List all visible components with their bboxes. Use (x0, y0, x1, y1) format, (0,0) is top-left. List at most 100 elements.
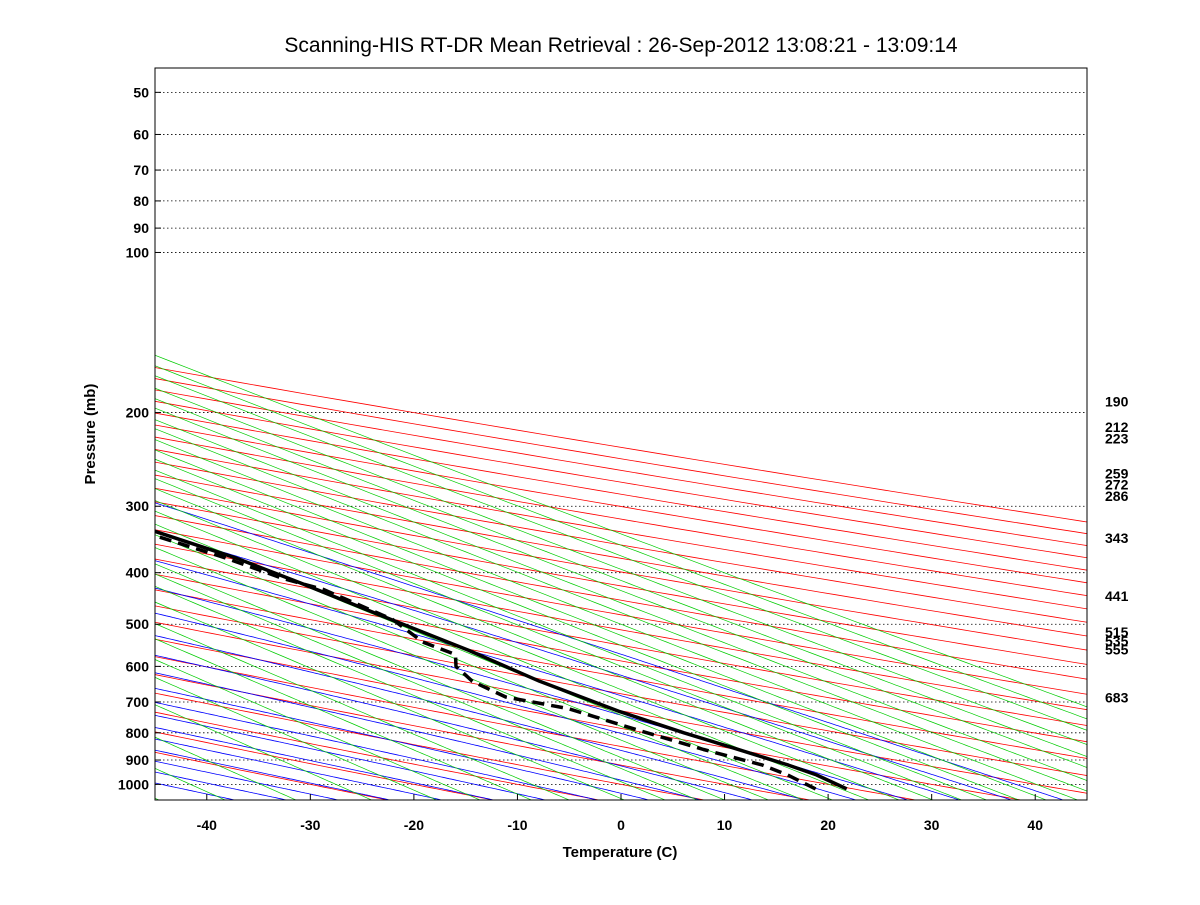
dewpoint-profile (155, 533, 817, 791)
y-tick-label: 1000 (118, 776, 149, 792)
mixing-ratio-line (155, 428, 1087, 792)
mixing-ratio-line (155, 523, 833, 800)
moist-adiabat (155, 749, 391, 800)
x-tick-label: 20 (820, 817, 836, 833)
y-tick-label: 300 (126, 498, 150, 514)
y-tick-label: 100 (126, 244, 150, 260)
y-tick-label: 400 (126, 565, 150, 581)
y-tick-label: 500 (126, 616, 150, 632)
x-axis-label: Temperature (C) (563, 844, 678, 861)
y-tick-label: 700 (126, 694, 150, 710)
x-tick-label: -40 (197, 817, 217, 833)
y-tick-label: 70 (133, 162, 149, 178)
dry-adiabat (155, 751, 388, 800)
mixing-ratio-line (155, 398, 1087, 757)
moist-adiabat (155, 714, 546, 800)
right-label: 535 (1105, 633, 1129, 649)
right-label: 212 (1105, 419, 1129, 435)
dry-adiabat (155, 731, 494, 800)
mixing-ratio-line (155, 387, 1087, 746)
mixing-ratio-line (155, 704, 372, 800)
dry-adiabat (155, 400, 1087, 559)
dry-adiabat (155, 389, 1087, 546)
mixing-ratio-line (155, 547, 769, 800)
mixing-ratio-line (155, 659, 481, 800)
moist-adiabat (155, 531, 1012, 800)
chart-title: Scanning-HIS RT-DR Mean Retrieval : 26-S… (284, 34, 957, 57)
mixing-ratio-line (155, 419, 1087, 781)
moist-adiabat (155, 701, 598, 800)
right-label: 259 (1105, 465, 1129, 481)
y-axis-ticks: 50 60 70 80 90 100 200 300 400 500 600 700 800 900 100… (118, 84, 161, 792)
y-tick-label: 60 (133, 126, 149, 142)
y-tick-label: 90 (133, 220, 149, 236)
mixing-ratio-line (155, 638, 532, 800)
x-tick-label: -30 (300, 817, 320, 833)
x-tick-label: -20 (404, 817, 424, 833)
mixing-ratio-line (155, 439, 1078, 800)
mixing-ratio-line (155, 375, 1087, 731)
right-label: 515 (1105, 624, 1129, 640)
moist-adiabat (155, 738, 442, 800)
right-label: 286 (1105, 488, 1129, 504)
x-tick-label: 30 (924, 817, 940, 833)
moist-adiabat (155, 727, 494, 800)
right-label: 343 (1105, 530, 1129, 546)
mixing-ratio-line (155, 478, 962, 800)
dry-adiabat (155, 674, 810, 800)
moist-adiabat (155, 672, 701, 800)
right-label: 555 (1105, 641, 1129, 657)
y-tick-label: 50 (133, 84, 149, 100)
x-axis-ticks: -40 -30 -20 -10 0 10 20 30 40 (197, 794, 1043, 833)
dry-adiabat (155, 543, 1087, 711)
dry-adiabat (155, 412, 1087, 571)
x-tick-label: 10 (717, 817, 733, 833)
moist-adiabat (155, 654, 753, 800)
y-tick-label: 80 (133, 193, 149, 209)
mixing-ratio-line (155, 534, 804, 800)
dry-adiabat (155, 367, 1087, 523)
dry-adiabat (155, 424, 1087, 584)
dry-adiabat (155, 711, 599, 800)
profile-series (155, 529, 848, 791)
mixing-ratio-line (155, 469, 987, 800)
dry-adiabat (155, 515, 1087, 680)
x-tick-label: 40 (1027, 817, 1043, 833)
x-tick-label: 0 (617, 817, 625, 833)
dry-adiabat (155, 573, 1087, 743)
mixing-ratio-line (155, 488, 934, 800)
moist-adiabat (155, 612, 857, 800)
moist-adiabat (155, 687, 650, 800)
moist-adiabat (155, 635, 805, 800)
mixing-ratio-line (155, 458, 1019, 800)
mixing-ratio-line (155, 736, 297, 800)
right-label: 190 (1105, 394, 1129, 410)
temperature-profile (155, 529, 848, 791)
dry-adiabat (155, 692, 705, 800)
right-label: 223 (1105, 431, 1129, 447)
mixing-ratio-line (155, 449, 1047, 800)
dry-adiabat (155, 378, 1087, 535)
dry-adiabat (155, 638, 1022, 800)
thermodynamic-background-lines (155, 354, 1087, 800)
dry-adiabat (155, 621, 1087, 794)
dry-adiabat (155, 656, 916, 800)
mixing-ratio-line (155, 573, 698, 800)
right-label: 683 (1105, 689, 1129, 705)
y-axis-label: Pressure (mb) (82, 384, 99, 485)
x-tick-label: -10 (507, 817, 527, 833)
y-tick-label: 200 (126, 405, 150, 421)
moist-adiabat (155, 760, 339, 800)
dry-adiabat (155, 487, 1087, 651)
right-label: 441 (1105, 588, 1129, 604)
mixing-ratio-line (155, 623, 570, 800)
y-tick-label: 600 (126, 658, 150, 674)
mixing-ratio-line (155, 601, 625, 800)
mixing-ratio-line (155, 585, 666, 800)
dry-adiabat (155, 529, 1087, 695)
dry-adiabat (155, 558, 1087, 726)
mixing-ratio-line (155, 365, 1087, 720)
